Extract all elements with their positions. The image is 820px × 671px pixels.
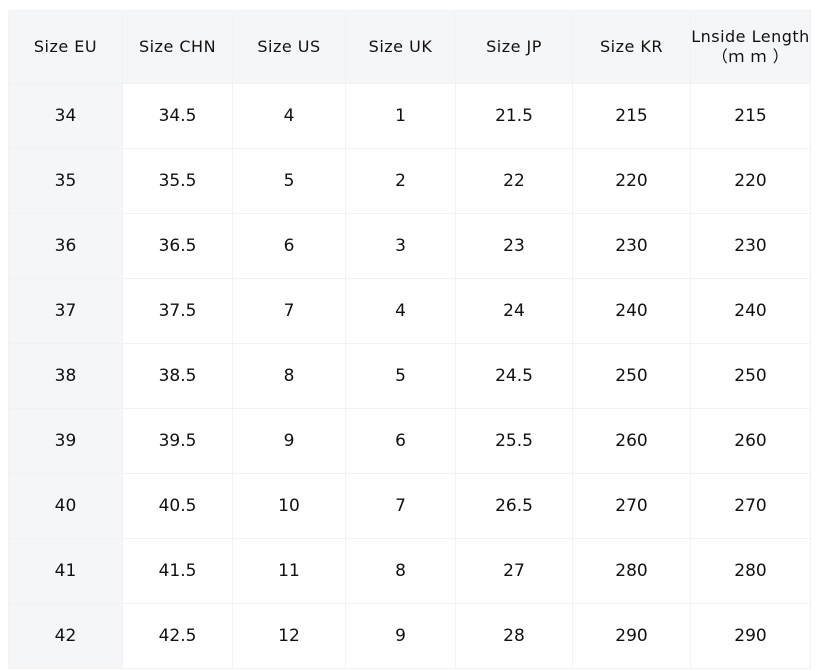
table-cell: 240	[572, 278, 691, 344]
header-size-us: Size US	[232, 10, 346, 84]
table-cell: 40.5	[122, 473, 233, 539]
table-cell: 11	[232, 538, 346, 604]
table-cell: 22	[455, 148, 573, 214]
header-inside-length: Lnside Length （ｍ ｍ ）	[690, 10, 811, 84]
table-cell: 8	[232, 343, 346, 409]
table-cell: 37.5	[122, 278, 233, 344]
table-row: 41 41.5 11 8 27 280 280	[8, 538, 811, 604]
table-cell: 5	[345, 343, 456, 409]
table-cell: 290	[690, 603, 811, 669]
table-cell: 39	[8, 408, 123, 474]
table-cell: 260	[572, 408, 691, 474]
header-inside-length-unit: （ｍ ｍ ）	[711, 47, 790, 66]
table-cell: 240	[690, 278, 811, 344]
table-cell: 38.5	[122, 343, 233, 409]
table-cell: 1	[345, 83, 456, 149]
table-cell: 270	[572, 473, 691, 539]
table-cell: 27	[455, 538, 573, 604]
table-cell: 37	[8, 278, 123, 344]
table-cell: 250	[572, 343, 691, 409]
table-row: 42 42.5 12 9 28 290 290	[8, 603, 811, 669]
table-cell: 9	[345, 603, 456, 669]
header-size-jp: Size JP	[455, 10, 573, 84]
table-row: 37 37.5 7 4 24 240 240	[8, 278, 811, 344]
table-cell: 24	[455, 278, 573, 344]
table-cell: 34	[8, 83, 123, 149]
table-cell: 21.5	[455, 83, 573, 149]
table-cell: 250	[690, 343, 811, 409]
table-cell: 12	[232, 603, 346, 669]
table-cell: 215	[572, 83, 691, 149]
table-cell: 42.5	[122, 603, 233, 669]
table-cell: 35	[8, 148, 123, 214]
table-cell: 7	[345, 473, 456, 539]
table-cell: 42	[8, 603, 123, 669]
table-cell: 7	[232, 278, 346, 344]
size-chart-table: Size EU Size CHN Size US Size UK Size JP…	[8, 10, 811, 669]
table-cell: 23	[455, 213, 573, 279]
table-cell: 36	[8, 213, 123, 279]
header-row: Size EU Size CHN Size US Size UK Size JP…	[8, 10, 811, 84]
header-size-uk: Size UK	[345, 10, 456, 84]
table-cell: 25.5	[455, 408, 573, 474]
table-cell: 6	[345, 408, 456, 474]
header-inside-length-label: Lnside Length	[691, 27, 810, 46]
table-cell: 38	[8, 343, 123, 409]
table-cell: 39.5	[122, 408, 233, 474]
table-row: 38 38.5 8 5 24.5 250 250	[8, 343, 811, 409]
table-cell: 280	[690, 538, 811, 604]
table-cell: 230	[690, 213, 811, 279]
header-size-eu: Size EU	[8, 10, 123, 84]
table-row: 34 34.5 4 1 21.5 215 215	[8, 83, 811, 149]
table-cell: 4	[345, 278, 456, 344]
table-cell: 4	[232, 83, 346, 149]
table-cell: 270	[690, 473, 811, 539]
table-cell: 41	[8, 538, 123, 604]
table-cell: 220	[572, 148, 691, 214]
table-cell: 26.5	[455, 473, 573, 539]
table-cell: 40	[8, 473, 123, 539]
table-cell: 9	[232, 408, 346, 474]
table-cell: 36.5	[122, 213, 233, 279]
table-cell: 41.5	[122, 538, 233, 604]
table-cell: 230	[572, 213, 691, 279]
table-cell: 24.5	[455, 343, 573, 409]
table-cell: 5	[232, 148, 346, 214]
table-cell: 280	[572, 538, 691, 604]
table-row: 35 35.5 5 2 22 220 220	[8, 148, 811, 214]
table-cell: 215	[690, 83, 811, 149]
header-size-kr: Size KR	[572, 10, 691, 84]
table-cell: 34.5	[122, 83, 233, 149]
table-row: 40 40.5 10 7 26.5 270 270	[8, 473, 811, 539]
table-cell: 8	[345, 538, 456, 604]
table-cell: 35.5	[122, 148, 233, 214]
table-cell: 2	[345, 148, 456, 214]
table-row: 39 39.5 9 6 25.5 260 260	[8, 408, 811, 474]
table-cell: 220	[690, 148, 811, 214]
table-cell: 28	[455, 603, 573, 669]
table-cell: 290	[572, 603, 691, 669]
header-size-chn: Size CHN	[122, 10, 233, 84]
table-cell: 10	[232, 473, 346, 539]
table-row: 36 36.5 6 3 23 230 230	[8, 213, 811, 279]
table-cell: 6	[232, 213, 346, 279]
table-cell: 3	[345, 213, 456, 279]
table-cell: 260	[690, 408, 811, 474]
